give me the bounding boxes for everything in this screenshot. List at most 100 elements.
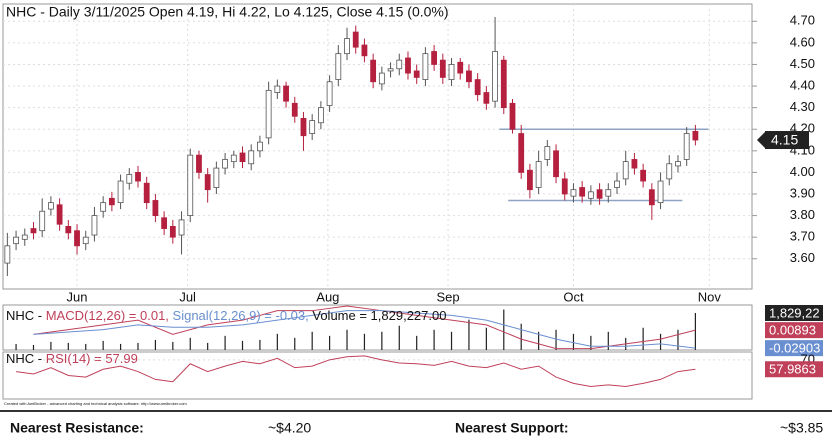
rsi-line (15, 355, 696, 387)
candle-body (161, 217, 168, 229)
candle-body (309, 120, 316, 134)
candle-body (65, 225, 72, 234)
candle-body (413, 70, 420, 78)
y-tick-label: 4.00 (790, 164, 815, 179)
chart-title: NHC - Daily 3/11/2025 Open 4.19, Hi 4.22… (6, 4, 449, 20)
candle-body (196, 154, 202, 173)
candle-body (500, 59, 507, 109)
macd-title-macd: MACD(12,26) = 0.01, (46, 308, 173, 323)
candle-body (483, 92, 490, 104)
macd-panel (2, 304, 753, 351)
series-last-box (765, 322, 823, 339)
candle-body (474, 79, 481, 96)
candle-body (544, 146, 551, 160)
candle-body (126, 174, 133, 184)
candle-body (317, 107, 324, 124)
macd-line (33, 310, 696, 349)
macd-title: NHC - MACD(12,26) = 0.01, Signal(12,26,9… (6, 308, 446, 323)
candle-body (561, 178, 568, 195)
candle-body (361, 44, 368, 57)
candle-body (614, 180, 620, 188)
y-tick-label: 3.60 (790, 250, 815, 265)
candle-body (74, 230, 80, 247)
candle-body (56, 204, 63, 225)
candle-body (274, 85, 281, 93)
last-price-label: 4.15 (771, 132, 798, 148)
candle-body (213, 167, 220, 188)
candle-body (291, 102, 298, 117)
candle-body (492, 51, 498, 102)
candle-body (13, 236, 19, 245)
candle-body (596, 189, 603, 199)
candle-body (640, 169, 647, 182)
rsi-title-prefix: NHC - (6, 351, 46, 366)
support-value: ~$3.85 (780, 420, 823, 436)
candle-body (108, 197, 115, 206)
candle-body (178, 219, 185, 236)
resistance-value: ~$4.20 (268, 420, 311, 436)
plot-layer: 3.603.703.803.904.004.104.204.304.404.50… (3, 4, 823, 387)
candle-body (553, 150, 559, 178)
candle-body (352, 31, 359, 48)
candle-body (248, 150, 255, 165)
candle-body (631, 159, 638, 169)
series-last-label: -0.02903 (769, 341, 820, 356)
macd-title-volume: Volume = 1,829,227.00 (312, 308, 446, 323)
candle-body (187, 154, 194, 216)
rsi-last-box (765, 361, 823, 378)
series-last-label: 0.00893 (769, 323, 816, 338)
candle-body (448, 64, 455, 80)
candle-body (204, 174, 211, 191)
y-tick-label: 4.50 (790, 56, 815, 71)
rsi-panel (2, 351, 753, 400)
x-tick-label: Oct (563, 289, 584, 304)
candle-body (300, 118, 307, 137)
candle-body (535, 161, 542, 188)
candle-body (100, 202, 107, 212)
candle-body (21, 234, 28, 240)
price-panel (2, 3, 753, 290)
y-tick-label: 3.70 (790, 229, 815, 244)
candle-body (396, 59, 403, 70)
candle-body (222, 159, 228, 169)
candle-body (230, 154, 237, 163)
candle-body (239, 152, 246, 163)
candle-body (117, 180, 124, 204)
x-tick-label: Jul (179, 289, 196, 304)
candle-body (587, 191, 594, 199)
candle-body (666, 163, 673, 180)
candle-body (257, 141, 263, 152)
x-tick-label: Nov (698, 289, 722, 304)
candle-body (431, 51, 438, 65)
candle-body (439, 59, 446, 78)
candle-body (265, 89, 272, 139)
rsi-title: NHC - RSI(14) = 57.99 (6, 351, 138, 366)
candle-body (622, 161, 629, 180)
candle-body (605, 189, 612, 197)
candle-body (457, 61, 464, 74)
candle-body (370, 59, 377, 83)
macd-line (33, 305, 696, 350)
candle-body (143, 182, 150, 204)
candle-body (657, 180, 664, 204)
candle-body (326, 81, 333, 106)
resistance-label: Nearest Resistance: (10, 420, 144, 436)
candle-body (692, 130, 699, 141)
candle-body (30, 228, 37, 234)
y-tick-label: 4.60 (790, 34, 815, 49)
candle-body (4, 245, 11, 264)
candle-body (283, 85, 289, 102)
price-pointer (757, 132, 765, 149)
last-price-box (765, 131, 809, 150)
series-last-box (765, 340, 823, 357)
candle-body (169, 225, 176, 238)
rsi-last-label: 57.9863 (769, 362, 816, 377)
candle-body (39, 210, 46, 232)
y-tick-label: 3.90 (790, 185, 815, 200)
candle-body (466, 70, 472, 83)
candle-body (48, 202, 54, 210)
credit: Created with AmiBroker - advanced charti… (4, 401, 187, 406)
x-tick-label: Jun (67, 289, 88, 304)
x-tick-label: Aug (316, 289, 339, 304)
candle-body (378, 72, 385, 85)
